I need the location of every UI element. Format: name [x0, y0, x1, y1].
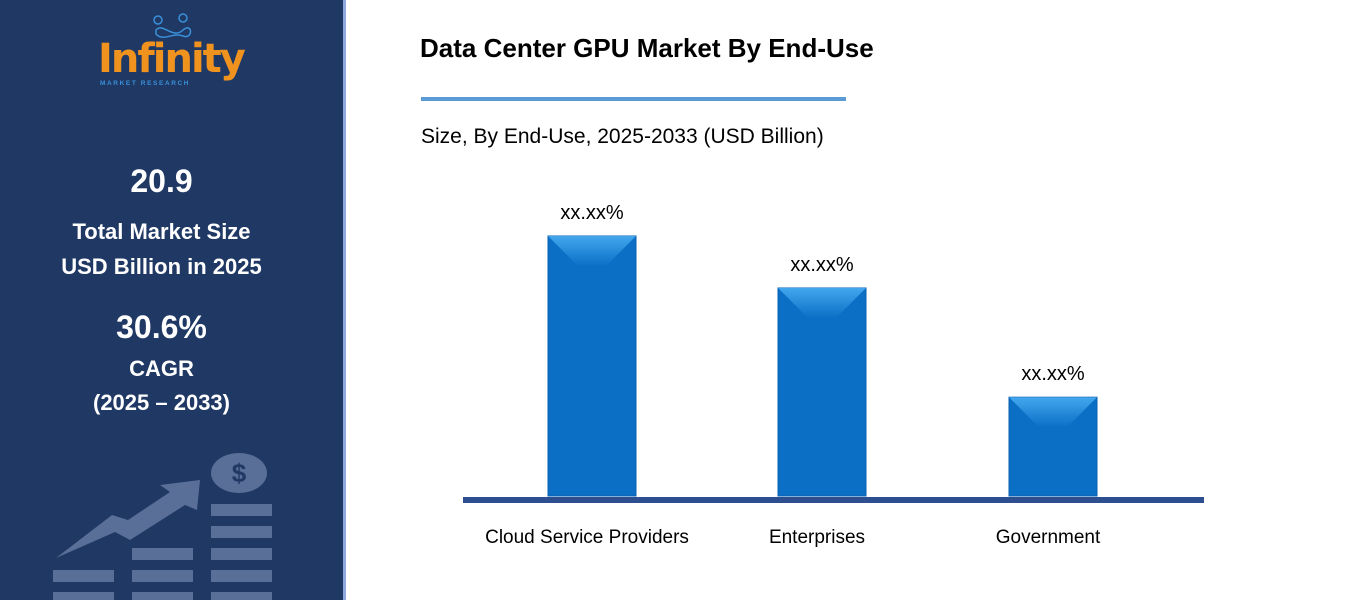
bar-2	[1008, 396, 1098, 497]
market-size-unit: USD Billion in 2025	[61, 254, 262, 279]
logo-wordmark: Infinity	[98, 36, 246, 82]
chart-title: Data Center GPU Market By End-Use	[420, 33, 874, 63]
sidebar-panel: Infinity MARKET RESEARCH 20.9 Total Mark…	[0, 0, 346, 600]
x-axis-line	[463, 497, 1204, 503]
cagr-label: CAGR	[129, 356, 194, 381]
category-label: Government	[996, 527, 1101, 548]
cagr-value: 30.6%	[116, 309, 207, 345]
category-label: Cloud Service Providers	[485, 527, 689, 548]
bar-1	[777, 287, 867, 497]
data-label: xx.xx%	[560, 202, 624, 224]
data-label: xx.xx%	[790, 254, 854, 276]
chart-subtitle: Size, By End-Use, 2025-2033 (USD Billion…	[421, 125, 824, 148]
infinity-logo: Infinity MARKET RESEARCH	[98, 13, 246, 91]
market-size-label: Total Market Size	[72, 219, 251, 244]
growth-chart-icon: $	[53, 453, 272, 600]
logo-people-icon	[153, 13, 192, 38]
data-label: xx.xx%	[1021, 363, 1085, 385]
logo-subtitle: MARKET RESEARCH	[100, 80, 191, 87]
category-label: Enterprises	[769, 527, 865, 548]
bar-0	[547, 235, 637, 497]
title-underline	[421, 97, 846, 101]
svg-text:$: $	[232, 458, 247, 488]
market-size-value: 20.9	[130, 163, 193, 199]
cagr-period: (2025 – 2033)	[93, 390, 230, 415]
